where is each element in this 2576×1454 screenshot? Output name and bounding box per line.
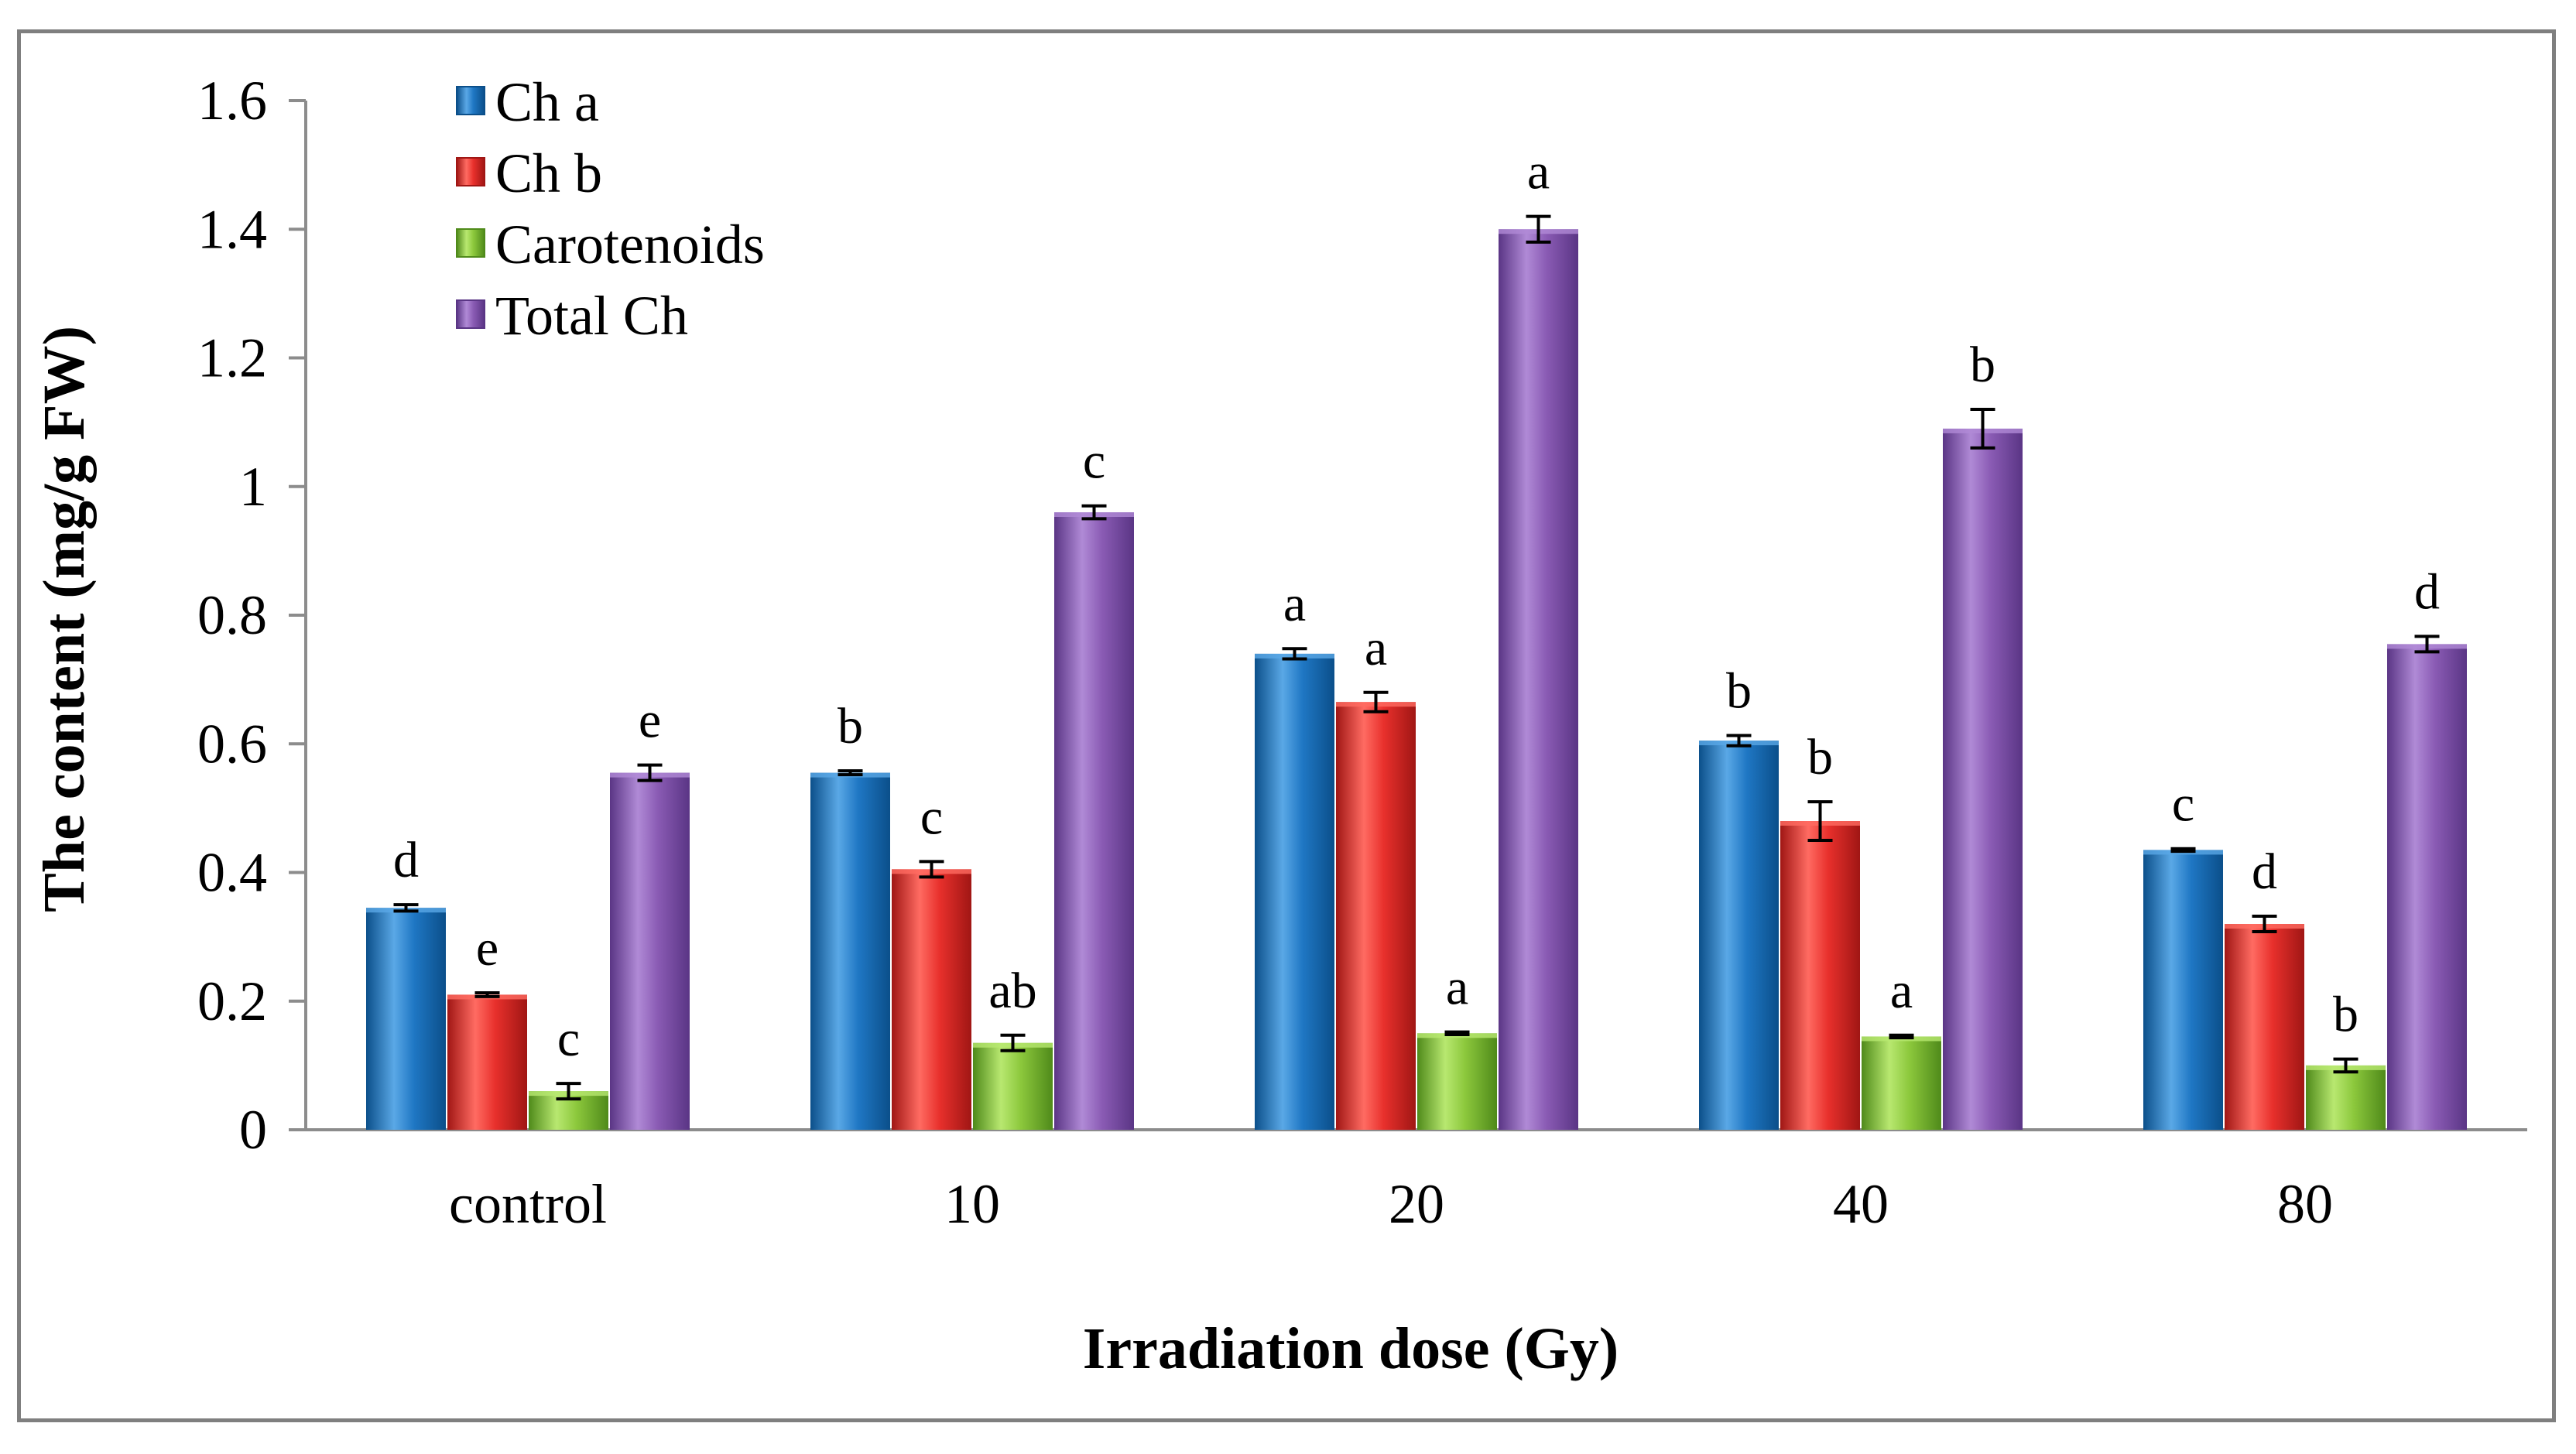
bar-ch-a-20 — [1255, 653, 1334, 1130]
significance-letter: a — [1890, 963, 1913, 1019]
error-bar — [1726, 734, 1752, 748]
bar-total-ch-20 — [1499, 229, 1578, 1130]
x-axis-title: Irradiation dose (Gy) — [1083, 1316, 1619, 1381]
y-tick-label: 0.2 — [197, 970, 267, 1032]
error-bar — [1526, 214, 1551, 244]
bar-carotenoids-40 — [1862, 1036, 1941, 1130]
legend-item: Total Ch — [456, 285, 688, 347]
y-tick-label: 1.6 — [197, 70, 267, 132]
significance-letter: d — [2414, 563, 2440, 620]
significance-letter: c — [557, 1011, 580, 1067]
significance-letter: ab — [988, 963, 1036, 1019]
error-bars — [393, 214, 2440, 1101]
significance-letter: c — [2172, 776, 2194, 833]
bar-total-ch-40 — [1943, 428, 2023, 1130]
significance-letter: a — [1446, 960, 1468, 1016]
legend-label: Total Ch — [495, 285, 688, 347]
error-bar — [474, 990, 500, 998]
significance-letter: d — [2252, 843, 2277, 900]
significance-letter: b — [1726, 662, 1752, 719]
bar-total-ch-80 — [2387, 644, 2467, 1130]
category-labels: control 10 20 40 80 — [449, 1173, 2333, 1235]
error-bar — [1444, 1030, 1470, 1036]
legend-item: Ch b — [456, 142, 602, 204]
bar-ch-b-control — [447, 994, 527, 1130]
y-tick-label: 0.4 — [197, 842, 267, 904]
legend-label: Ch a — [495, 71, 599, 133]
y-tick-label: 0 — [239, 1099, 267, 1161]
error-bar — [1000, 1033, 1026, 1052]
y-tick-label: 1.2 — [197, 327, 267, 389]
bar-carotenoids-20 — [1417, 1033, 1497, 1130]
significance-letter: a — [1527, 144, 1550, 200]
legend: Ch a Ch b Carotenoids Total Ch — [456, 71, 765, 347]
legend-swatch — [456, 157, 485, 186]
significance-letter: c — [1083, 433, 1105, 490]
error-bar — [838, 769, 863, 777]
significance-letter: e — [639, 693, 661, 749]
bar-carotenoids-10 — [973, 1042, 1053, 1130]
significance-letter: b — [1807, 729, 1833, 785]
y-ticks: 0 0.2 0.4 0.6 0.8 1 1.2 1.4 1.6 — [197, 70, 306, 1161]
error-bar — [1889, 1033, 1914, 1040]
legend-swatch — [456, 299, 485, 329]
y-tick-label: 0.6 — [197, 713, 267, 775]
error-bar — [1807, 800, 1833, 842]
significance-letter: b — [1970, 337, 1995, 393]
error-bar — [919, 860, 944, 879]
x-category-label: 80 — [2277, 1173, 2333, 1235]
bar-ch-b-10 — [892, 869, 971, 1130]
legend-item: Ch a — [456, 71, 599, 133]
bar-ch-a-80 — [2143, 850, 2223, 1130]
bar-ch-a-control — [366, 908, 446, 1130]
y-axis-title: The content (mg/g FW) — [32, 326, 97, 912]
error-bar — [637, 763, 663, 782]
y-tick-label: 1.4 — [197, 198, 267, 260]
legend-label: Carotenoids — [495, 214, 765, 275]
significance-letter: a — [1283, 576, 1306, 632]
legend-label: Ch b — [495, 142, 602, 204]
bar-total-ch-control — [610, 772, 690, 1130]
significance-letter: c — [920, 789, 943, 845]
y-tick-label: 0.8 — [197, 584, 267, 646]
significance-letter: e — [476, 920, 498, 977]
bar-ch-b-20 — [1336, 702, 1416, 1130]
legend-swatch — [456, 228, 485, 258]
error-bar — [556, 1082, 581, 1101]
legend-swatch — [456, 86, 485, 115]
bar-ch-a-40 — [1699, 741, 1779, 1130]
bar-ch-a-10 — [810, 772, 890, 1130]
error-bar — [1081, 504, 1107, 521]
error-bar — [2170, 847, 2196, 854]
significance-letter: b — [838, 698, 863, 754]
legend-item: Carotenoids — [456, 214, 765, 275]
error-bar — [1970, 408, 1995, 450]
error-bar — [2414, 635, 2440, 654]
x-category-label: 40 — [1833, 1173, 1889, 1235]
error-bar — [2252, 915, 2277, 933]
significance-letter: a — [1365, 620, 1387, 676]
x-category-label: 10 — [944, 1173, 1000, 1235]
error-bar — [1363, 690, 1389, 713]
error-bar — [393, 903, 419, 913]
y-tick-label: 1 — [239, 456, 267, 518]
bar-ch-b-40 — [1780, 821, 1860, 1130]
x-category-label: 20 — [1389, 1173, 1444, 1235]
bar-total-ch-10 — [1054, 512, 1134, 1130]
error-bar — [2333, 1057, 2358, 1074]
bar-ch-b-80 — [2225, 924, 2304, 1130]
bar-carotenoids-80 — [2306, 1065, 2386, 1130]
significance-letter: b — [2333, 987, 2358, 1043]
bars — [366, 229, 2467, 1130]
significance-letter: d — [393, 832, 419, 888]
x-category-label: control — [449, 1173, 607, 1235]
error-bar — [1282, 647, 1307, 661]
